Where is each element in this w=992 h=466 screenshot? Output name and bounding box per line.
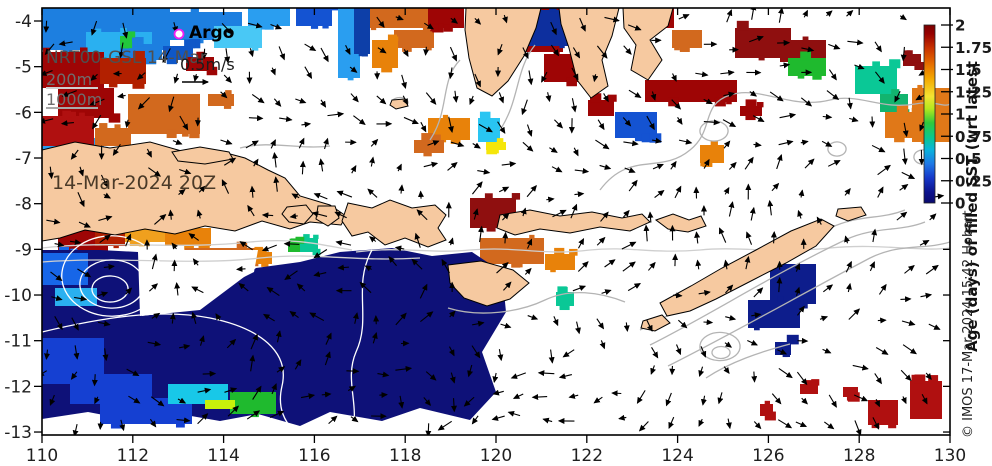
y-tick-label: -5 xyxy=(15,58,32,78)
argo-label: Argo xyxy=(189,23,235,43)
x-tick-label: 112 xyxy=(117,446,149,466)
colorbar-tick-label: 0 xyxy=(955,195,965,213)
x-tick-label: 128 xyxy=(843,446,875,466)
x-tick-label: 120 xyxy=(480,446,512,466)
navy-age-region xyxy=(42,248,506,426)
current-vector-field xyxy=(42,8,945,435)
vector-scale-label: 0.5m/s xyxy=(180,55,235,74)
colorbar-tick-label: 0.5 xyxy=(955,150,982,168)
colorbar-tick-label: 1.75 xyxy=(955,39,992,57)
y-tick-label: -6 xyxy=(15,103,32,123)
map-layers xyxy=(42,8,950,435)
x-tick-label: 110 xyxy=(26,446,58,466)
y-tick-label: -11 xyxy=(4,332,32,352)
axis-ticks xyxy=(34,8,951,443)
y-tick-label: -13 xyxy=(4,423,32,443)
colorbar-ticks: 2 1.75 1.5 1.25 1 0.75 0.5 0.25 0 xyxy=(941,17,992,213)
y-tick-label: -12 xyxy=(4,377,32,397)
colorbar-tick-label: 0.75 xyxy=(955,128,992,146)
colorbar-tick-label: 1.25 xyxy=(955,83,992,101)
y-tick-label: -4 xyxy=(15,12,32,32)
x-tick-label: 122 xyxy=(571,446,603,466)
datetime-label: 14-Mar-2024 20Z xyxy=(52,172,217,194)
colorbar-tick-label: 1.5 xyxy=(955,61,982,79)
colorbar-tick-label: 0.25 xyxy=(955,172,992,190)
colorbar-tick-label: 1 xyxy=(955,106,965,124)
x-tick-label: 124 xyxy=(661,446,693,466)
contour-1000m-label: 1000m xyxy=(46,90,103,109)
y-tick-label: -10 xyxy=(4,286,32,306)
x-tick-label: 118 xyxy=(389,446,421,466)
y-tick-label: -7 xyxy=(15,149,32,169)
sla-contours-white xyxy=(42,235,373,435)
land-layer xyxy=(42,8,867,332)
argo-float-marker xyxy=(173,28,185,40)
contour-200m-label: 200m xyxy=(46,70,93,89)
x-tick-label: 130 xyxy=(934,446,966,466)
credit-text: © IMOS 17-Mar-2024 15:42 Hobart xyxy=(961,210,976,438)
x-tick-label: 116 xyxy=(298,446,330,466)
sst-age-patch-layer xyxy=(42,8,950,429)
colorbar-axis-label: Age (days) of filled SST (wrt latest xyxy=(963,61,981,352)
axis-tick-labels: 110 112 114 116 118 120 122 124 126 128 130-4-5-6-… xyxy=(4,12,966,466)
colorbar xyxy=(923,24,936,204)
x-tick-label: 126 xyxy=(752,446,784,466)
x-tick-label: 114 xyxy=(207,446,239,466)
y-tick-label: -8 xyxy=(15,195,32,215)
run-label: NRT00-GSL 14-Mar xyxy=(46,48,207,68)
colorbar-tick-label: 2 xyxy=(955,17,965,35)
y-tick-label: -9 xyxy=(15,240,32,260)
